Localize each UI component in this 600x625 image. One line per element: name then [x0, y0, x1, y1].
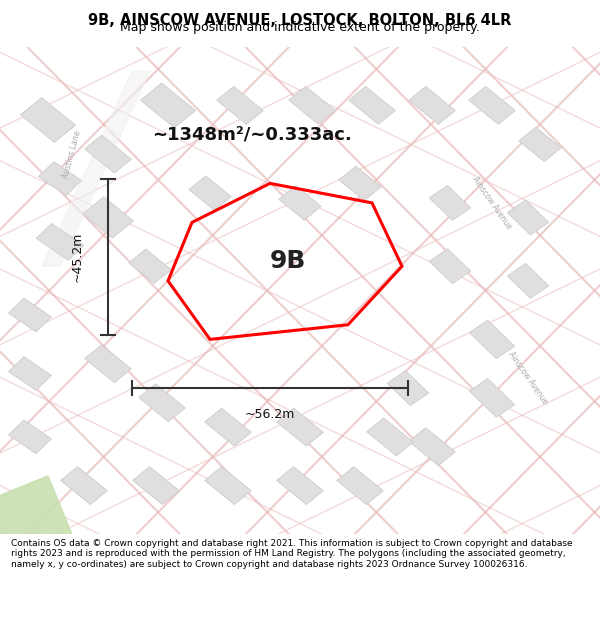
- Text: Ainscow Avenue: Ainscow Avenue: [506, 351, 550, 406]
- Bar: [339, 166, 381, 201]
- Bar: [205, 467, 251, 504]
- Text: Austins Lane: Austins Lane: [61, 129, 83, 179]
- Bar: [205, 408, 251, 446]
- Text: Contains OS data © Crown copyright and database right 2021. This information is : Contains OS data © Crown copyright and d…: [11, 539, 572, 569]
- Bar: [277, 408, 323, 446]
- Polygon shape: [0, 476, 72, 534]
- Bar: [85, 135, 131, 173]
- Text: ~45.2m: ~45.2m: [71, 231, 84, 282]
- Bar: [85, 345, 131, 382]
- Text: 9B: 9B: [270, 249, 306, 273]
- Text: 9B, AINSCOW AVENUE, LOSTOCK, BOLTON, BL6 4LR: 9B, AINSCOW AVENUE, LOSTOCK, BOLTON, BL6…: [88, 13, 512, 28]
- Bar: [409, 86, 455, 124]
- Bar: [36, 224, 84, 260]
- Bar: [469, 379, 515, 418]
- Bar: [129, 249, 171, 284]
- Bar: [8, 420, 52, 454]
- Bar: [469, 86, 515, 124]
- Text: ~56.2m: ~56.2m: [245, 408, 295, 421]
- Bar: [289, 86, 335, 124]
- Text: ~1348m²/~0.333ac.: ~1348m²/~0.333ac.: [152, 126, 352, 144]
- Bar: [133, 467, 179, 504]
- Bar: [8, 298, 52, 332]
- Bar: [367, 418, 413, 456]
- Bar: [38, 162, 82, 196]
- Bar: [429, 249, 471, 284]
- Bar: [469, 320, 515, 359]
- Bar: [337, 467, 383, 504]
- Bar: [217, 86, 263, 124]
- Bar: [519, 127, 561, 162]
- Text: Map shows position and indicative extent of the property.: Map shows position and indicative extent…: [120, 21, 480, 34]
- Bar: [279, 186, 321, 220]
- Bar: [507, 200, 549, 235]
- Bar: [139, 384, 185, 422]
- Bar: [349, 86, 395, 124]
- Bar: [20, 98, 76, 142]
- Bar: [189, 176, 231, 211]
- Bar: [429, 186, 471, 221]
- Bar: [387, 371, 429, 406]
- Bar: [8, 357, 52, 391]
- Bar: [83, 197, 133, 238]
- Bar: [140, 83, 196, 127]
- Polygon shape: [42, 71, 150, 266]
- Text: Ainscow Avenue: Ainscow Avenue: [470, 175, 514, 231]
- Bar: [61, 467, 107, 504]
- Bar: [277, 467, 323, 504]
- Bar: [409, 428, 455, 466]
- Bar: [507, 263, 549, 298]
